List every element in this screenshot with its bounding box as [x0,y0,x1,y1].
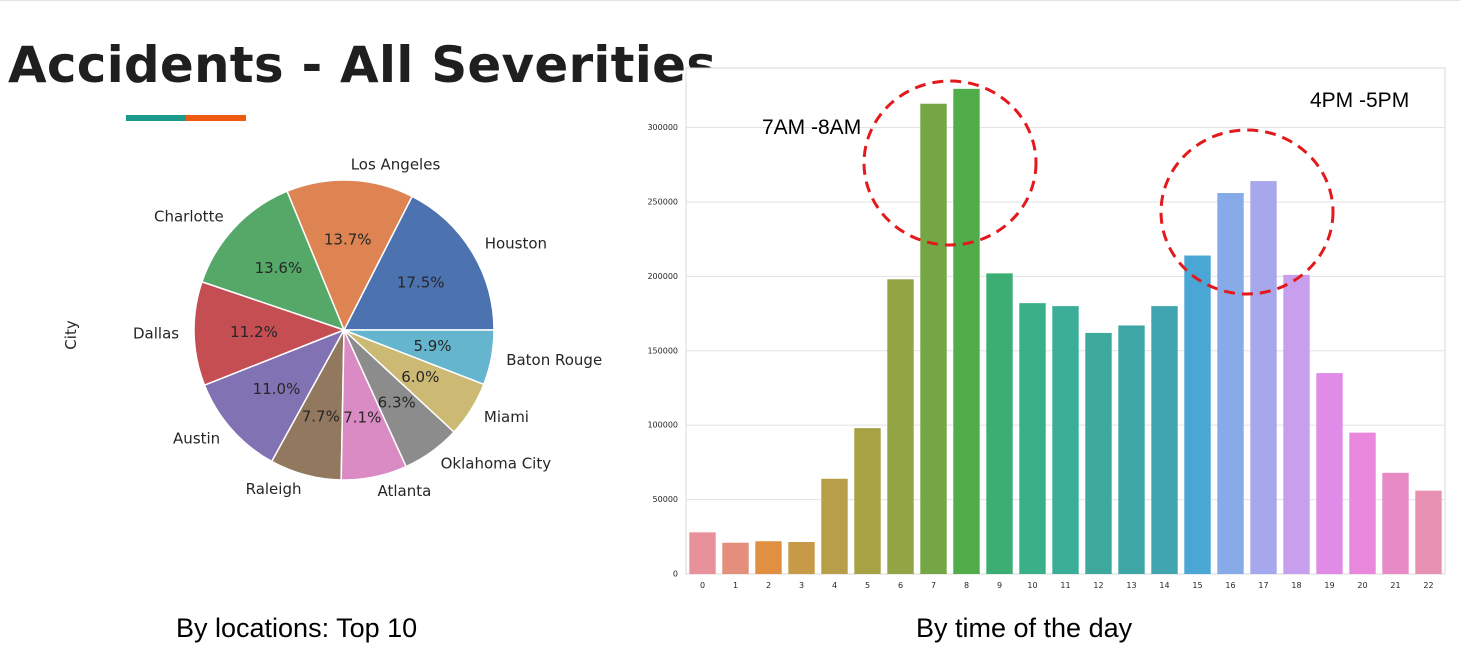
pie-slice [200,190,346,332]
pie-pct-label: 11.2% [230,323,278,341]
pie-label: Austin [173,430,220,448]
x-tick-label: 22 [1423,581,1433,590]
y-tick-label: 300000 [647,123,678,132]
pie-slice [342,195,495,331]
x-tick-label: 4 [832,581,837,590]
pie-label: Houston [485,234,547,252]
bar [1184,255,1211,574]
pie-label: Charlotte [154,208,224,226]
pie-label: Atlanta [378,482,432,500]
title-accent-teal [126,115,186,121]
x-tick-label: 1 [733,581,738,590]
pie-slice [286,179,414,332]
y-tick-label: 50000 [653,495,678,504]
y-tick-label: 250000 [647,197,678,206]
bar [1118,325,1145,574]
peak-circle-evening [1159,128,1335,296]
x-tick-label: 3 [799,581,804,590]
bar [1217,193,1244,574]
pie-pct-label: 7.1% [343,409,381,427]
bar [755,541,782,574]
x-tick-label: 7 [931,581,936,590]
x-tick-label: 19 [1324,581,1334,590]
pie-pct-label: 11.0% [253,380,301,398]
bar [1250,181,1277,575]
pie-pct-label: 13.7% [324,231,372,249]
pie-pct-label: 6.3% [378,394,416,412]
pie-pct-label: 6.0% [401,368,439,386]
pie-ylabel: City [62,320,80,350]
x-tick-label: 15 [1192,581,1202,590]
x-tick-label: 14 [1159,581,1169,590]
pie-slice [193,280,347,387]
x-tick-label: 21 [1390,581,1400,590]
bar [986,273,1013,574]
annotation-morning: 7AM -8AM [762,116,861,139]
pie-label: Dallas [133,325,179,343]
bar [1052,306,1079,574]
peak-circle-morning [862,79,1038,247]
page-title: Accidents - All Severities [8,36,717,94]
pie-slice [203,328,346,463]
pie-pct-label: 17.5% [397,274,445,292]
pie-pct-label: 13.6% [255,259,303,277]
bar [920,103,947,574]
pie-pct-label: 7.7% [302,408,340,426]
bar [1151,306,1178,574]
x-tick-label: 0 [700,581,705,590]
x-tick-label: 13 [1126,581,1136,590]
pie-caption: By locations: Top 10 [176,613,418,643]
y-tick-label: 100000 [647,421,678,430]
bar [722,542,749,574]
y-tick-label: 0 [673,570,678,579]
x-tick-label: 17 [1258,581,1268,590]
bar [953,88,980,574]
y-tick-label: 150000 [647,346,678,355]
annotation-evening: 4PM -5PM [1310,89,1409,112]
x-tick-label: 11 [1060,581,1070,590]
bar [689,532,716,574]
x-tick-label: 2 [766,581,771,590]
bar [788,542,815,574]
bar [1085,332,1112,574]
y-tick-label: 200000 [647,272,678,281]
pie-label: Los Angeles [351,156,441,174]
pie-label: Oklahoma City [441,454,552,472]
bar [854,428,881,574]
x-tick-label: 10 [1027,581,1037,590]
x-tick-label: 12 [1093,581,1103,590]
pie-label: Raleigh [246,480,302,498]
pie-label: Baton Rouge [506,351,602,369]
bar-caption: By time of the day [916,613,1133,643]
bar [1283,274,1310,574]
pie-slice [343,329,495,386]
top-border [0,0,1460,1]
bar [887,279,914,574]
x-tick-label: 5 [865,581,870,590]
bar [1349,432,1376,574]
bar [1316,373,1343,574]
x-tick-label: 8 [964,581,969,590]
x-tick-label: 20 [1357,581,1367,590]
bar [1019,303,1046,574]
x-tick-label: 16 [1225,581,1235,590]
pie-pct-label: 5.9% [413,337,451,355]
pie-chart: Houston 17.5% Los Angeles 13.7% Charlotte 13.… [62,156,602,501]
bar [1415,490,1442,574]
x-tick-label: 9 [997,581,1002,590]
x-tick-label: 6 [898,581,903,590]
pie-label: Miami [484,408,529,426]
bar [1382,472,1409,574]
bar [821,478,848,574]
title-accent-orange [186,115,246,121]
x-tick-label: 18 [1291,581,1301,590]
